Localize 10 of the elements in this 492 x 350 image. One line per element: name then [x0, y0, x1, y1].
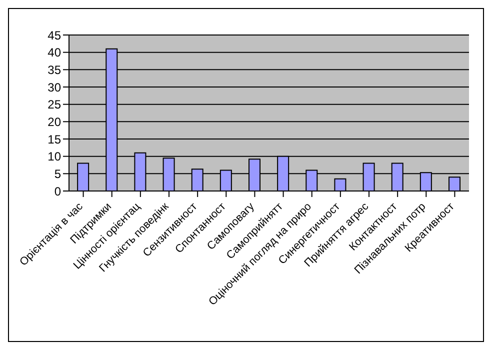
y-tick-label: 35	[48, 62, 62, 77]
y-tick-label: 30	[48, 80, 62, 94]
y-tick-label: 45	[48, 28, 62, 42]
y-tick-label: 5	[54, 166, 62, 181]
y-tick-label: 25	[48, 98, 62, 112]
y-tick-label: 10	[48, 150, 62, 164]
y-tick-label: 15	[48, 132, 62, 146]
y-tick-label: 20	[48, 114, 62, 129]
y-tick-label: 40	[48, 46, 62, 60]
y-tick-label: 0	[54, 184, 62, 198]
